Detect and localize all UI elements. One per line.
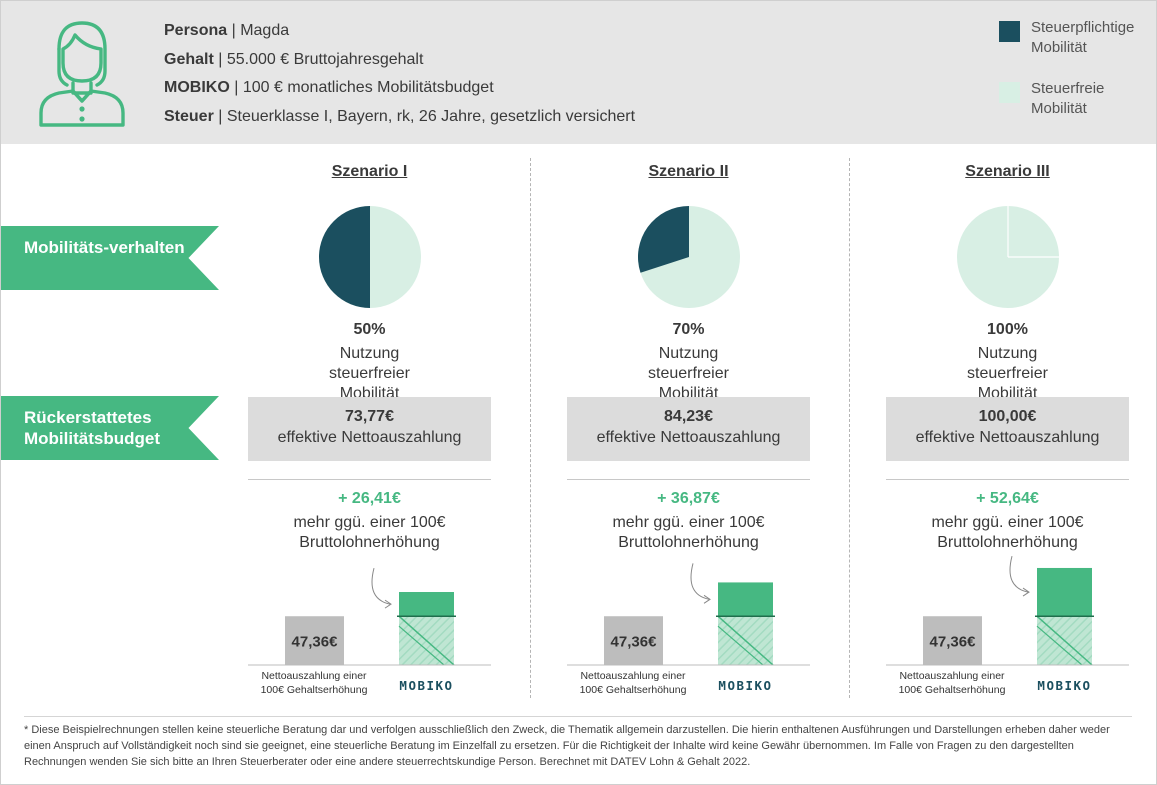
gain-arrow-icon: [690, 563, 710, 600]
gain-arrow-head-icon: [384, 599, 392, 609]
pie-chart: [957, 206, 1059, 308]
section-separator: [567, 479, 810, 480]
legend-taxfree: Steuerfreie Mobilität: [999, 79, 1157, 119]
mobiko-logo: MOBIKO: [399, 678, 453, 693]
bar-mobiko-diagonal: [717, 615, 774, 666]
gain-arrow-icon: [371, 567, 391, 605]
bar-mobiko-diagonal: [1036, 615, 1093, 666]
pie-slice-taxable: [638, 206, 689, 273]
bar-salary-net-value: 47,36€: [930, 634, 977, 651]
taxfree-percentage-label: Nutzung steuerfreier Mobilität: [648, 345, 729, 402]
scenario-column: Szenario II 70% Nutzung steuerfreier Mob…: [567, 0, 837, 785]
legend-taxable: Steuerpflichtige Mobilität: [999, 18, 1157, 58]
gain-amount: + 26,41€: [338, 490, 401, 507]
gain-amount: + 36,87€: [657, 490, 720, 507]
net-payout-box: 84,23€ effektive Nettoauszahlung: [567, 397, 810, 461]
bar-mobiko-diagonal: [717, 625, 764, 666]
net-payout-label: effektive Nettoauszahlung: [277, 429, 462, 446]
comparison-bar-chart: 47,36€ Nettoauszahlung einer 100€ Gehaltse…: [248, 567, 491, 696]
mobiko-logo: MOBIKO: [718, 678, 772, 693]
net-payout-amount: 100,00€: [978, 408, 1037, 425]
mobiko-logo: MOBIKO: [1037, 678, 1091, 693]
footnote: * Diese Beispielrechnungen stellen keine…: [24, 724, 1110, 768]
bar-mobiko-gain: [399, 592, 454, 617]
bar-salary-net-label: Nettoauszahlung einer 100€ Gehaltserhöhun…: [261, 670, 368, 696]
legend-taxable-label: Steuerpflichtige Mobilität: [1031, 19, 1135, 56]
net-payout-box: 100,00€ effektive Nettoauszahlung: [886, 397, 1129, 461]
column-divider: [530, 158, 531, 698]
comparison-bar-chart: 47,36€ Nettoauszahlung einer 100€ Gehaltse…: [886, 555, 1129, 696]
scenario-title: Szenario III: [965, 163, 1050, 180]
ribbon-mobility-behaviour: Mobilitäts-verhalten: [1, 226, 219, 290]
section-separator: [248, 479, 491, 480]
bar-salary-net-value: 47,36€: [292, 634, 339, 651]
scenario-title: Szenario II: [648, 163, 729, 180]
legend-taxfree-label: Steuerfreie Mobilität: [1031, 80, 1105, 117]
gain-label: mehr ggü. einer 100€ Bruttolohnerhöhung: [931, 514, 1084, 551]
pie-chart: [319, 206, 421, 308]
legend-taxfree-swatch: [999, 82, 1020, 103]
net-payout-amount: 73,77€: [345, 408, 394, 425]
taxfree-percentage: 70%: [672, 321, 705, 338]
gain-arrow-head-icon: [1022, 587, 1030, 597]
persona-line-salary: Gehalt | 55.000 € Bruttojahresgehalt: [164, 50, 424, 68]
footnote-separator: [24, 716, 1132, 717]
bar-salary-net-label: Nettoauszahlung einer 100€ Gehaltserhöhun…: [580, 670, 687, 696]
gain-amount: + 52,64€: [976, 490, 1039, 507]
net-payout-label: effektive Nettoauszahlung: [596, 429, 781, 446]
bar-mobiko-diagonal: [398, 625, 445, 666]
taxfree-percentage: 50%: [353, 321, 386, 338]
net-payout-amount: 84,23€: [664, 408, 713, 425]
scenario-column: Szenario III 100% Nutzung steuerfreier M…: [886, 0, 1156, 785]
taxfree-percentage: 100%: [987, 321, 1028, 338]
column-divider: [849, 158, 850, 698]
persona-details: Persona | Magda Gehalt | 55.000 € Brutto…: [164, 17, 635, 131]
bar-salary-net: [604, 616, 663, 665]
gain-arrow-icon: [1009, 555, 1029, 593]
persona-line-budget: MOBIKO | 100 € monatliches Mobilitätsbud…: [164, 79, 494, 96]
ribbon-reimbursed-budget: Rückerstattetes Mobilitätsbudget: [1, 396, 219, 460]
bar-salary-net: [923, 616, 982, 665]
scenario-title: Szenario I: [331, 163, 408, 180]
scenario-column: Szenario I 50% Nutzung steuerfreier Mobi…: [248, 0, 518, 785]
gain-label: mehr ggü. einer 100€ Bruttolohnerhöhung: [612, 514, 765, 551]
net-payout-box: 73,77€ effektive Nettoauszahlung: [248, 397, 491, 461]
bar-mobiko-diagonal: [398, 615, 455, 666]
persona-line-tax: Steuer | Steuerklasse I, Bayern, rk, 26 …: [164, 107, 636, 125]
persona-line-name: Persona | Magda: [164, 22, 290, 39]
pie-slice-taxable: [319, 206, 370, 308]
bar-salary-net: [285, 616, 344, 665]
bar-salary-net-value: 47,36€: [611, 634, 658, 651]
net-payout-label: effektive Nettoauszahlung: [915, 429, 1100, 446]
bar-salary-net-label: Nettoauszahlung einer 100€ Gehaltserhöhun…: [899, 670, 1006, 696]
bar-mobiko-gain: [1037, 567, 1092, 617]
legend-taxable-swatch: [999, 21, 1020, 42]
gain-label: mehr ggü. einer 100€ Bruttolohnerhöhung: [293, 514, 446, 551]
bar-mobiko-diagonal: [1036, 625, 1083, 666]
comparison-bar-chart: 47,36€ Nettoauszahlung einer 100€ Gehaltse…: [567, 563, 810, 696]
section-separator: [886, 479, 1129, 480]
bar-mobiko-gain: [718, 582, 773, 617]
taxfree-percentage-label: Nutzung steuerfreier Mobilität: [967, 345, 1048, 402]
persona-header: Persona | Magda Gehalt | 55.000 € Brutto…: [1, 1, 1156, 144]
taxfree-percentage-label: Nutzung steuerfreier Mobilität: [329, 345, 410, 402]
persona-avatar-icon: [39, 21, 125, 127]
gain-arrow-head-icon: [703, 594, 711, 604]
pie-chart: [638, 206, 740, 308]
